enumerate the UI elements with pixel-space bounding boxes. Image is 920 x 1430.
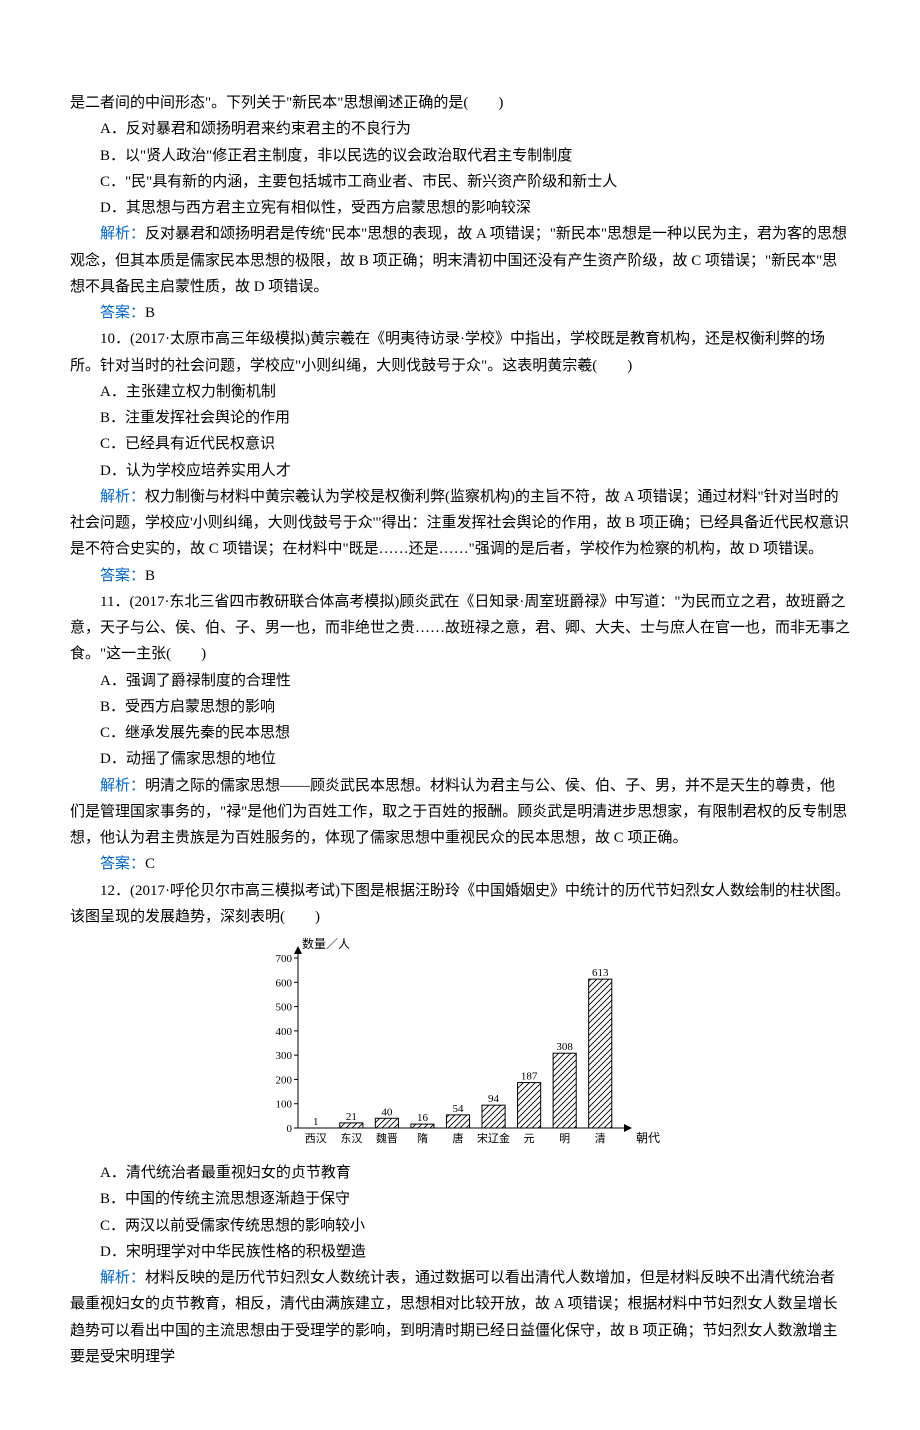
q10-answer: 答案：B: [70, 563, 850, 589]
q12-analysis-text: 材料反映的是历代节妇烈女人数统计表，通过数据可以看出清代人数增加，但是材料反映不…: [70, 1270, 838, 1365]
q10-option-a: A．主张建立权力制衡机制: [70, 379, 850, 405]
svg-text:700: 700: [276, 953, 293, 965]
q9-option-a: A．反对暴君和颂扬明君来约束君主的不良行为: [70, 116, 850, 142]
answer-label: 答案：: [100, 568, 145, 584]
q9-option-b: B．以"贤人政治"修正君主制度，非以民选的议会政治取代君主专制制度: [70, 143, 850, 169]
answer-label: 答案：: [100, 856, 145, 872]
svg-text:600: 600: [276, 977, 293, 989]
q9-analysis-text: 反对暴君和颂扬明君是传统"民本"思想的表现，故 A 项错误；"新民本"思想是一种…: [70, 226, 847, 295]
svg-text:400: 400: [276, 1026, 293, 1038]
q12-stem: 12．(2017·呼伦贝尔市高三模拟考试)下图是根据汪盼玲《中国婚姻史》中统计的…: [70, 878, 850, 931]
analysis-label: 解析：: [100, 226, 145, 242]
q9-answer-text: B: [145, 305, 155, 321]
q12-analysis: 解析：材料反映的是历代节妇烈女人数统计表，通过数据可以看出清代人数增加，但是材料…: [70, 1265, 850, 1370]
q10-stem: 10．(2017·太原市高三年级模拟)黄宗羲在《明夷待访录·学校》中指出，学校既…: [70, 326, 850, 379]
q11-option-c: C．继承发展先秦的民本思想: [70, 720, 850, 746]
analysis-label: 解析：: [100, 489, 145, 505]
q12-option-a: A．清代统治者最重视妇女的贞节教育: [70, 1160, 850, 1186]
svg-text:613: 613: [592, 967, 609, 979]
svg-text:清: 清: [595, 1132, 606, 1145]
q12-chart: 0 100 200 300 400 500 600 700 数量／人朝代 1 西汉 21 东汉 40 魏晋 1…: [70, 936, 850, 1156]
svg-text:东汉: 东汉: [340, 1132, 362, 1145]
q11-analysis: 解析：明清之际的儒家思想——顾炎武民本思想。材料认为君主与公、侯、伯、子、男，并…: [70, 773, 850, 852]
analysis-label: 解析：: [100, 1270, 145, 1286]
q11-option-b: B．受西方启蒙思想的影响: [70, 694, 850, 720]
q11-answer: 答案：C: [70, 851, 850, 877]
svg-text:数量／人: 数量／人: [302, 936, 350, 951]
svg-text:54: 54: [453, 1103, 465, 1115]
q9-option-c: C．"民"具有新的内涵，主要包括城市工商业者、市民、新兴资产阶级和新士人: [70, 169, 850, 195]
q12-option-d: D．宋明理学对中华民族性格的积极塑造: [70, 1239, 850, 1265]
q10-option-c: C．已经具有近代民权意识: [70, 431, 850, 457]
q11-stem: 11．(2017·东北三省四市教研联合体高考模拟)顾炎武在《日知录·周室班爵禄》…: [70, 589, 850, 668]
svg-text:隋: 隋: [417, 1131, 428, 1145]
svg-text:200: 200: [276, 1074, 293, 1086]
svg-text:300: 300: [276, 1050, 293, 1062]
analysis-label: 解析：: [100, 778, 145, 794]
q9-stem-continued: 是二者间的中间形态"。下列关于"新民本"思想阐述正确的是( ): [70, 90, 850, 116]
svg-text:40: 40: [381, 1106, 393, 1118]
q11-answer-text: C: [145, 856, 155, 872]
svg-text:308: 308: [556, 1041, 573, 1053]
q11-option-a: A．强调了爵禄制度的合理性: [70, 668, 850, 694]
svg-text:宋辽金: 宋辽金: [477, 1131, 510, 1145]
svg-text:1: 1: [313, 1116, 319, 1128]
svg-text:187: 187: [521, 1071, 538, 1083]
svg-text:魏晋: 魏晋: [376, 1131, 398, 1145]
q9-option-d: D．其思想与西方君主立宪有相似性，受西方启蒙思想的影响较深: [70, 195, 850, 221]
svg-text:唐: 唐: [453, 1131, 464, 1145]
bar-chart-svg: 0 100 200 300 400 500 600 700 数量／人朝代 1 西汉 21 东汉 40 魏晋 1…: [256, 936, 664, 1156]
svg-text:21: 21: [346, 1111, 357, 1123]
svg-text:100: 100: [276, 1099, 293, 1111]
q10-analysis: 解析：权力制衡与材料中黄宗羲认为学校是权衡利弊(监察机构)的主旨不符，故 A 项…: [70, 484, 850, 563]
q11-option-d: D．动摇了儒家思想的地位: [70, 746, 850, 772]
svg-text:西汉: 西汉: [305, 1132, 327, 1145]
svg-text:0: 0: [287, 1123, 293, 1135]
q11-analysis-text: 明清之际的儒家思想——顾炎武民本思想。材料认为君主与公、侯、伯、子、男，并不是天…: [70, 778, 847, 847]
svg-text:94: 94: [488, 1093, 500, 1105]
q12-option-c: C．两汉以前受儒家传统思想的影响较小: [70, 1213, 850, 1239]
svg-text:朝代: 朝代: [636, 1131, 660, 1145]
q10-analysis-text: 权力制衡与材料中黄宗羲认为学校是权衡利弊(监察机构)的主旨不符，故 A 项错误；…: [70, 489, 849, 558]
q10-answer-text: B: [145, 568, 155, 584]
q9-analysis: 解析：反对暴君和颂扬明君是传统"民本"思想的表现，故 A 项错误；"新民本"思想…: [70, 221, 850, 300]
svg-text:明: 明: [559, 1132, 570, 1145]
q10-option-b: B．注重发挥社会舆论的作用: [70, 405, 850, 431]
q10-option-d: D．认为学校应培养实用人才: [70, 458, 850, 484]
q9-answer: 答案：B: [70, 300, 850, 326]
answer-label: 答案：: [100, 305, 145, 321]
q12-option-b: B．中国的传统主流思想逐渐趋于保守: [70, 1186, 850, 1212]
svg-text:500: 500: [276, 1002, 293, 1014]
svg-text:元: 元: [524, 1133, 535, 1145]
svg-text:16: 16: [417, 1112, 429, 1124]
